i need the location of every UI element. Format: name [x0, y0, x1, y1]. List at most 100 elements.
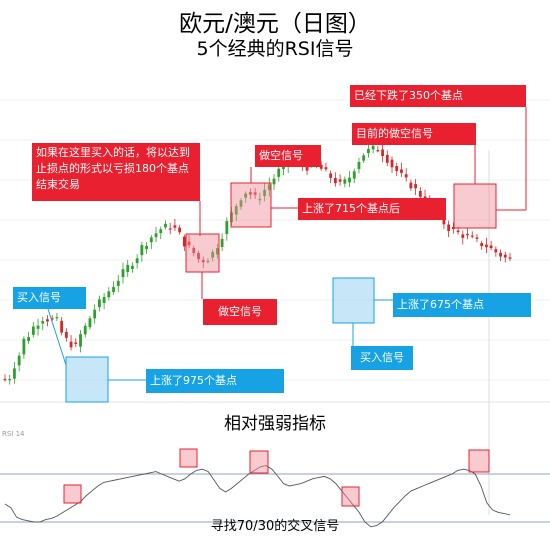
candle-body [324, 167, 328, 170]
candle-body [230, 212, 233, 223]
candle-body [367, 149, 370, 154]
candle-body [371, 145, 375, 150]
buy-signal-box-1 [65, 356, 109, 403]
rsi-panel [0, 448, 550, 528]
candle-body [381, 149, 384, 156]
candle-body [447, 224, 451, 232]
label-current-sell: 目前的做空信号 [352, 123, 476, 145]
candle-body [390, 159, 394, 168]
candle-body [338, 179, 342, 182]
candle-body [112, 287, 115, 293]
candle-body [348, 177, 351, 183]
chart-title: 欧元/澳元（日图） [179, 11, 371, 37]
candle-body [88, 318, 92, 328]
chart-subtitle: 5个经典的RSI信号 [196, 38, 354, 60]
candle-body [414, 184, 418, 189]
candle-body [418, 190, 422, 197]
candle-body [357, 161, 361, 169]
candle-body [329, 173, 333, 178]
candle-body [22, 338, 26, 355]
candle-body [272, 178, 276, 185]
rsi-oversold-marker-2 [341, 486, 360, 507]
candle-body [140, 245, 144, 256]
candle-body [17, 355, 21, 366]
annotation-connectors [47, 107, 527, 381]
label-rise-975: 上涨了975个基点 [146, 369, 284, 393]
candle-body [267, 184, 271, 191]
candle-body [461, 234, 465, 238]
candle-body [97, 299, 101, 308]
candle-body [470, 235, 474, 237]
candle-body [192, 248, 196, 254]
candle-body [409, 182, 413, 189]
candle-body [121, 269, 125, 278]
candle-body [8, 379, 12, 381]
candle-body [319, 164, 323, 169]
indicator-title: 相对强弱指标 [224, 414, 326, 434]
sell-signal-box-2 [230, 182, 272, 228]
candle-body [159, 229, 163, 234]
label-loss-note: 如果在这里买入的话，将以达到止损点的形式以亏损180个基点结束交易 [32, 143, 200, 201]
label-rise-675: 上涨了675个基点 [393, 293, 531, 317]
candle-body [3, 379, 7, 381]
candle-body [494, 249, 498, 253]
candle-body [244, 193, 248, 198]
candle-body [201, 260, 205, 263]
candle-body [116, 280, 120, 286]
candle-body [206, 260, 210, 263]
label-rise-715: 上涨了715个基点后 [298, 198, 446, 220]
candle-body [480, 243, 484, 247]
label-buy-1: 买入信号 [13, 287, 86, 309]
buy-signal-box-2 [332, 277, 375, 324]
rsi-overbought-marker-3 [468, 449, 490, 473]
candle-body [442, 219, 446, 225]
candle-body [36, 325, 40, 329]
candle-body [187, 241, 191, 246]
candle-body [126, 265, 130, 273]
annotation-connector [47, 308, 67, 366]
candlestick-series [3, 143, 512, 385]
candle-body [376, 150, 380, 152]
candle-body [489, 245, 493, 249]
indicator-name: RSI 14 [2, 430, 25, 438]
candle-body [149, 237, 153, 243]
label-sell-2: 做空信号 [255, 145, 321, 167]
candle-body [258, 199, 262, 201]
candle-body [234, 206, 238, 215]
candle-body [508, 257, 512, 259]
candle-body [50, 318, 54, 320]
candle-body [499, 252, 502, 257]
candle-body [102, 297, 106, 304]
candle-body [164, 223, 167, 228]
candle-body [168, 228, 172, 230]
candle-body [27, 337, 30, 342]
candle-body [305, 166, 309, 171]
candle-body [93, 309, 97, 319]
candle-body [451, 227, 455, 230]
candle-body [79, 334, 82, 347]
candle-body [55, 317, 59, 319]
candle-body [249, 192, 252, 195]
candle-body [178, 227, 182, 233]
candle-body [13, 368, 16, 379]
candle-body [400, 169, 403, 173]
candle-body [41, 321, 45, 324]
candle-body [69, 341, 73, 348]
candle-body [343, 179, 347, 184]
signal-boxes [65, 182, 497, 403]
candle-body [362, 155, 366, 161]
candle-body [404, 174, 408, 178]
rsi-overbought-marker-1 [179, 448, 198, 468]
candle-body [220, 238, 224, 247]
label-sell-1: 做空信号 [203, 299, 277, 325]
candle-body [239, 200, 243, 207]
candle-body [211, 252, 215, 258]
candle-body [456, 230, 460, 233]
candle-body [277, 168, 281, 177]
candle-body [173, 225, 177, 228]
candle-body [83, 325, 87, 335]
candle-body [485, 244, 488, 248]
candle-body [135, 258, 139, 264]
candle-body [215, 248, 219, 255]
